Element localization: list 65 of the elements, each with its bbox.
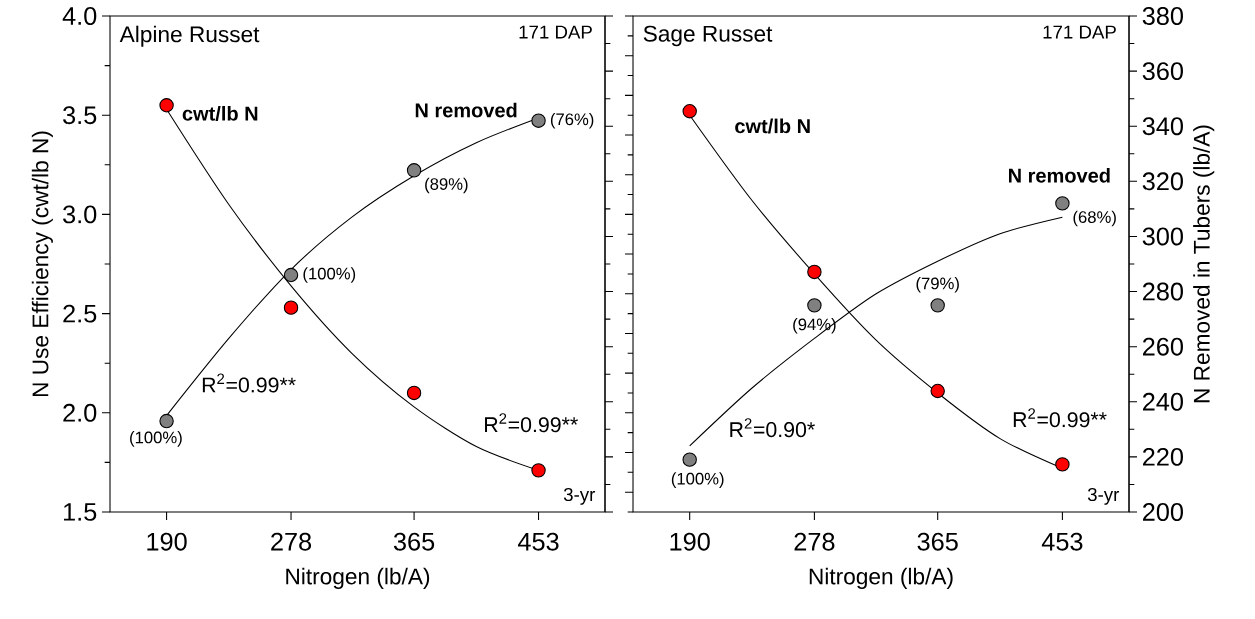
annotation: R$^{2}$=0.99** <box>485 413 578 433</box>
y2-tick-label: 380 <box>1142 7 1183 25</box>
y2-tick-label: 260 <box>1143 337 1183 356</box>
annotation: 3-yr <box>563 487 596 505</box>
point <box>406 385 422 401</box>
y2-tick-label: 360 <box>1142 62 1183 81</box>
y-tick-label: 2.5 <box>63 304 97 323</box>
annotation: 171 DAP <box>519 25 592 39</box>
point <box>682 104 697 119</box>
y2-tick-label: 300 <box>1142 227 1183 246</box>
annotation: (100%) <box>303 267 356 283</box>
series-label: N removed <box>415 102 517 118</box>
y2-tick-label: 220 <box>1143 447 1183 466</box>
chart-title: Alpine Russet <box>119 25 260 47</box>
x-tick-label: 365 <box>917 532 958 551</box>
chart-title: Sage Russet <box>643 25 773 47</box>
x-tick-label: 453 <box>517 532 559 551</box>
x-axis-title: Nitrogen (lb/A) <box>286 567 430 589</box>
annotation: (100%) <box>130 431 182 447</box>
annotation: (79%) <box>916 277 959 293</box>
y2-tick-label: 280 <box>1143 282 1183 301</box>
y2-tick-label: 200 <box>1143 503 1183 521</box>
y-axis-title: N Use Efficiency (cwt/lb N) <box>31 131 53 397</box>
point <box>283 267 299 283</box>
point <box>807 264 822 280</box>
series-label: cwt/lb N <box>735 118 810 134</box>
x-tick-label: 453 <box>1041 532 1083 551</box>
y-tick-label: 4.0 <box>62 7 97 25</box>
point <box>807 298 822 313</box>
point <box>682 452 697 467</box>
x-tick-label: 190 <box>147 532 187 551</box>
point <box>930 383 945 399</box>
x-axis-title: Nitrogen (lb/A) <box>809 567 953 589</box>
annotation: (68%) <box>1073 210 1116 227</box>
annotation: R$^{2}$=0.90* <box>730 418 815 438</box>
point <box>159 98 174 113</box>
annotation: (100%) <box>671 472 724 488</box>
point <box>406 163 422 178</box>
y2-tick-label: 240 <box>1143 392 1183 411</box>
point <box>159 413 174 429</box>
annotation: 171 DAP <box>1043 25 1116 39</box>
annotation: (89%) <box>425 177 468 194</box>
point <box>283 300 299 315</box>
x-tick-label: 190 <box>670 532 710 551</box>
annotation: R$^{2}$=0.99** <box>202 373 296 393</box>
point <box>1055 457 1070 472</box>
x-tick-label: 278 <box>794 532 835 551</box>
y2-axis-title: N Removed in Tubers (lb/A) <box>1193 125 1215 403</box>
y2-tick-label: 320 <box>1142 172 1183 191</box>
point <box>531 463 546 478</box>
point <box>531 113 546 128</box>
annotation: 3-yr <box>1087 487 1120 505</box>
x-tick-label: 365 <box>393 532 435 551</box>
y-tick-label: 3.0 <box>63 205 97 224</box>
y-tick-label: 1.5 <box>64 503 97 521</box>
series-label: cwt/lb N <box>182 105 258 121</box>
point <box>930 298 945 313</box>
point <box>1055 196 1070 211</box>
y2-tick-label: 340 <box>1142 117 1183 136</box>
series-label: N removed <box>1009 167 1110 183</box>
y-tick-label: 3.5 <box>63 106 97 125</box>
y-tick-label: 2.0 <box>63 403 97 422</box>
x-tick-label: 278 <box>271 532 312 551</box>
annotation: (76%) <box>550 112 594 129</box>
annotation: R$^{2}$=0.99** <box>1013 408 1107 428</box>
